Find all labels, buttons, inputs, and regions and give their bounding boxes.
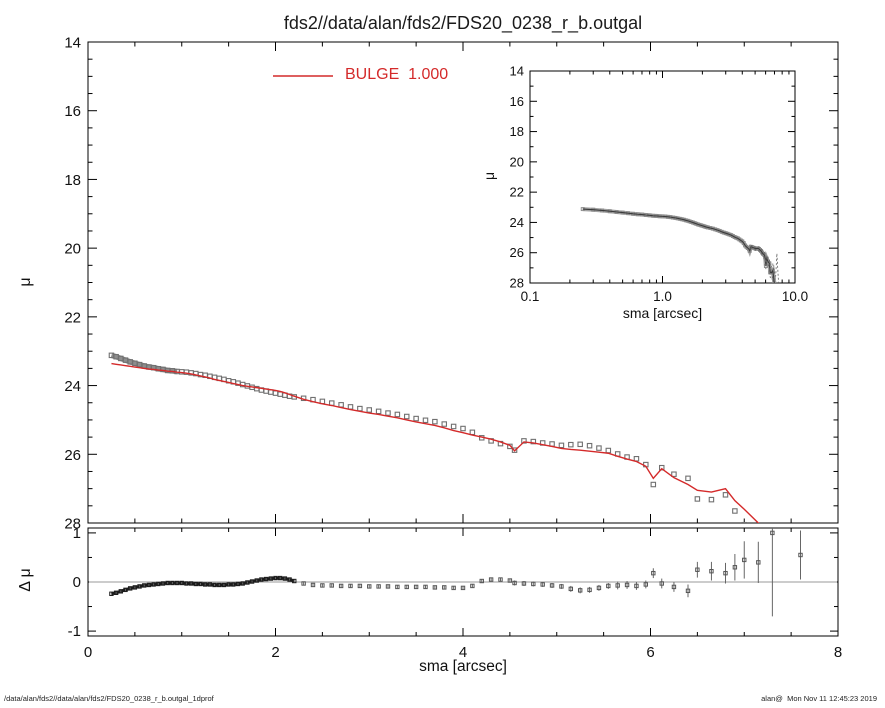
- bulge-model-line: [111, 362, 760, 523]
- tick-label: 26: [510, 245, 524, 260]
- tick-label: 22: [510, 185, 524, 200]
- legend-label-bulge: BULGE 1.000: [345, 66, 449, 83]
- main-y-axis-label: μ: [17, 277, 34, 287]
- inset-x-axis-label: sma [arcsec]: [622, 305, 703, 321]
- tick-label: 28: [64, 516, 81, 533]
- page-title: fds2//data/alan/fds2/FDS20_0238_r_b.outg…: [283, 13, 643, 33]
- profile-markers: [108, 352, 747, 523]
- inset-y-axis-label: μ: [481, 171, 497, 181]
- tick-label: 10.0: [782, 289, 808, 304]
- inset-profile-curve: [580, 207, 779, 283]
- tick-label: 0: [84, 644, 92, 661]
- tick-label: 22: [64, 309, 81, 326]
- main-data: [108, 352, 747, 523]
- residual-points: [109, 528, 803, 617]
- tick-label: 24: [64, 378, 81, 395]
- inset-frame: [529, 70, 796, 284]
- main-y-tick-labels: 14 16 18 20 22 24 26 28: [64, 35, 81, 533]
- tick-label: 18: [64, 172, 81, 189]
- residual-x-tick-labels: 0 2 4 6 8: [84, 644, 842, 661]
- tick-label: 16: [510, 94, 524, 109]
- tick-label: 20: [64, 241, 81, 258]
- residual-y-tick-labels: -1 0 1: [68, 525, 81, 640]
- residual-panel: 0 2 4 6 8-101: [68, 525, 843, 661]
- tick-label: 26: [64, 447, 81, 464]
- tick-label: 1.0: [653, 289, 672, 304]
- tick-label: 20: [510, 154, 524, 169]
- tick-label: 2: [271, 644, 279, 661]
- x-axis-label: sma [arcsec]: [419, 658, 507, 675]
- inset-y-tick-labels: 14 16 18 20 22 24 26 28: [510, 64, 524, 291]
- tick-label: 14: [64, 35, 81, 52]
- main-panel: 14 16 18 20 22 24 26 28: [64, 35, 839, 533]
- residual-y-axis-label: Δ μ: [17, 568, 34, 592]
- inset-x-tick-labels: 0.1 1.0 10.0: [521, 289, 809, 304]
- tick-label: 24: [510, 215, 524, 230]
- tick-label: 14: [510, 64, 524, 79]
- footer-file-path: /data/alan/fds2//data/alan/fds2/FDS20_02…: [4, 694, 214, 703]
- tick-label: 18: [510, 124, 524, 139]
- footer-user-timestamp: alan@ Mon Nov 11 12:45:23 2019: [761, 694, 877, 703]
- tick-label: 6: [646, 644, 654, 661]
- tick-label: 0: [73, 574, 81, 591]
- tick-label: 28: [510, 276, 524, 291]
- main-frame: [87, 41, 839, 524]
- tick-label: 0.1: [521, 289, 540, 304]
- inset-panel: 14 16 18 20 22 24 26 280.1 1.0 10.0: [510, 64, 809, 305]
- tick-label: 16: [64, 103, 81, 120]
- tick-label: -1: [68, 623, 81, 640]
- tick-label: 4: [459, 644, 467, 661]
- tick-label: 8: [834, 644, 842, 661]
- tick-label: 1: [73, 525, 81, 542]
